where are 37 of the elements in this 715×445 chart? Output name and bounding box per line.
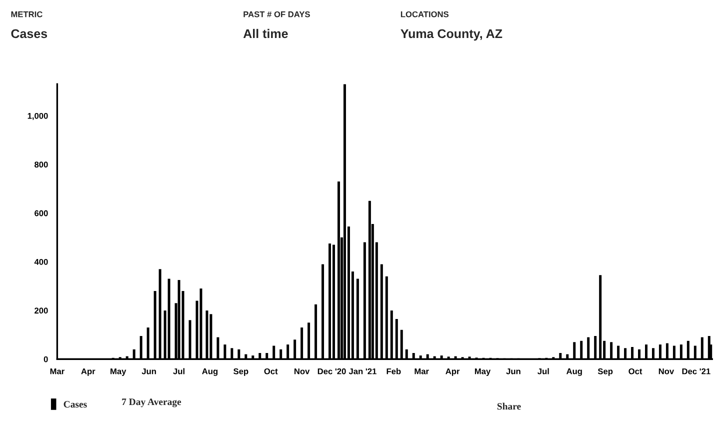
text: LOCATIONS (400, 11, 449, 18)
x-tick-label: Mar (414, 368, 429, 374)
x-tick-label: Jan '21 (348, 368, 376, 374)
y-tick-label: 400 (34, 258, 48, 265)
x-tick-label: Jul (538, 368, 549, 374)
y-tick-label: 0 (44, 356, 48, 362)
x-tick-label: Jul (173, 368, 184, 374)
y-tick-label: 600 (34, 210, 48, 216)
x-tick-label: May (110, 368, 126, 376)
x-tick-label: Aug (566, 368, 582, 376)
text: Yuma County, AZ (400, 29, 502, 41)
x-tick-label: Nov (294, 368, 310, 374)
text: METRIC (11, 11, 42, 18)
x-tick-label: Oct (628, 368, 642, 374)
x-tick-label: Aug (202, 368, 218, 376)
x-tick-label: Jun (142, 368, 156, 374)
x-tick-label: Apr (81, 368, 96, 376)
text: 7 Day Average (122, 398, 182, 408)
y-tick-label: 800 (34, 162, 48, 168)
x-tick-label: Oct (264, 368, 278, 374)
x-tick-label: Apr (446, 368, 460, 376)
y-tick-label: 200 (34, 308, 48, 314)
text: Cases (11, 29, 48, 38)
text: PAST # OF DAYS (244, 11, 310, 18)
text: Share (497, 402, 521, 410)
x-tick-label: Dec '20 (318, 368, 346, 374)
legend-label: Cases (64, 401, 87, 408)
x-tick-label: Sep (234, 368, 248, 376)
x-tick-label: May (474, 368, 491, 376)
x-tick-label: Dec '21 (682, 368, 710, 374)
y-tick-label: 1,000 (28, 112, 48, 120)
x-tick-label: Nov (658, 368, 674, 374)
x-tick-label: Sep (598, 368, 613, 376)
x-tick-label: Jun (506, 368, 520, 374)
text: All time (243, 28, 288, 38)
x-tick-label: Feb (386, 368, 401, 374)
x-tick-label: Mar (50, 368, 64, 374)
